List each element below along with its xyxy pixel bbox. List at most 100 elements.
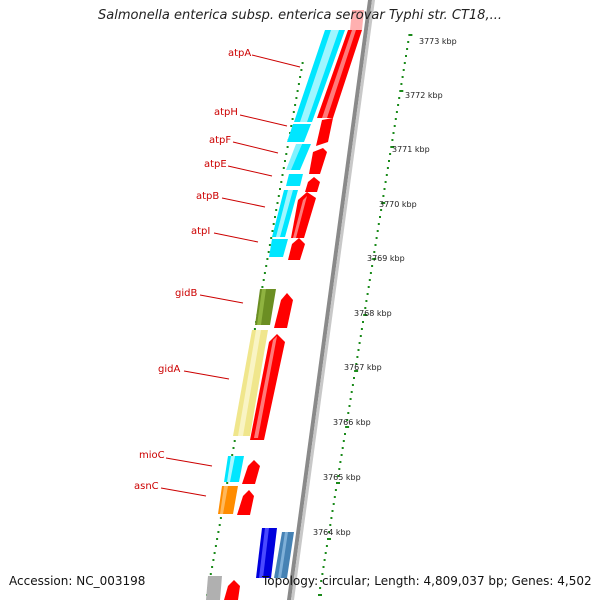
tick-mark <box>376 230 379 232</box>
gene-red-7[interactable] <box>274 293 293 328</box>
kbp-label: 3767 kbp <box>344 363 382 372</box>
tick-mark <box>388 160 390 162</box>
kbp-label: 3769 kbp <box>367 254 405 263</box>
tick-mark <box>354 370 359 372</box>
tick-mark <box>363 314 368 316</box>
tick-mark <box>367 286 370 288</box>
tick-mark <box>360 328 363 330</box>
gene-atpH[interactable] <box>287 124 311 142</box>
tick-mark <box>368 279 371 281</box>
gene-label-atpE: atpE <box>204 159 227 170</box>
tick-ring <box>318 34 413 596</box>
tick-mark <box>366 293 369 295</box>
tick-mark <box>372 258 377 260</box>
tick-mark <box>383 188 386 190</box>
tick-mark <box>374 244 377 246</box>
tick-mark <box>385 174 388 176</box>
tick-mark <box>332 503 335 505</box>
tick-mark <box>373 251 376 253</box>
kbp-label: 3765 kbp <box>323 473 361 482</box>
accession-text: Accession: NC_003198 <box>9 574 146 588</box>
tick-mark <box>327 538 331 540</box>
tick-mark <box>384 181 387 183</box>
tick-mark <box>267 251 270 253</box>
tick-mark <box>275 209 278 211</box>
gene-red-11[interactable] <box>224 580 240 600</box>
kbp-label: 3773 kbp <box>419 37 457 46</box>
tick-mark <box>211 566 214 568</box>
tick-mark <box>402 69 405 71</box>
tick-mark <box>271 230 274 232</box>
gene-atpE[interactable] <box>286 174 303 186</box>
gene-label-atpF: atpF <box>209 135 231 146</box>
tick-mark <box>253 328 256 330</box>
tick-mark <box>331 510 334 512</box>
gene-red-3[interactable] <box>309 148 327 174</box>
gene-red-9[interactable] <box>242 460 260 484</box>
tick-mark <box>272 223 275 225</box>
tick-mark <box>295 97 298 99</box>
kbp-label: 3764 kbp <box>313 528 351 537</box>
tick-mark <box>386 167 389 169</box>
gene-label-atpB: atpB <box>196 191 219 202</box>
tick-mark <box>292 111 295 113</box>
tick-mark <box>342 440 345 442</box>
tick-mark <box>407 41 410 43</box>
tick-mark <box>397 104 400 106</box>
tick-mark <box>296 90 299 92</box>
tick-mark <box>365 300 368 302</box>
tick-mark <box>281 174 284 176</box>
tick-mark <box>226 482 229 484</box>
gene-label-atpH: atpH <box>214 107 238 118</box>
tick-mark <box>391 139 394 141</box>
tick-mark <box>330 517 333 519</box>
tick-mark <box>233 440 236 442</box>
tick-mark <box>340 454 343 456</box>
tick-mark <box>329 524 332 526</box>
tick-mark <box>322 566 325 568</box>
kbp-label: 3771 kbp <box>392 145 430 154</box>
tick-mark <box>364 307 367 309</box>
gene-label-atpA: atpA <box>228 48 251 59</box>
gene-red-10[interactable] <box>237 490 254 515</box>
tick-mark <box>393 125 396 127</box>
tick-mark <box>261 286 264 288</box>
tick-mark <box>395 111 398 113</box>
tick-mark <box>347 412 350 414</box>
tick-mark <box>280 181 283 183</box>
tick-mark <box>398 97 401 99</box>
gene-label-atpI: atpI <box>191 226 210 237</box>
tick-mark <box>392 132 395 134</box>
tick-mark <box>301 62 304 64</box>
gene-label-asnC: asnC <box>134 481 159 492</box>
tick-mark <box>362 321 364 323</box>
tick-mark <box>290 125 293 127</box>
kbp-label: 3772 kbp <box>405 91 443 100</box>
backbone <box>287 0 375 600</box>
gene-atpI[interactable] <box>269 239 288 257</box>
gene-gray-1[interactable] <box>206 576 222 600</box>
gene-red-6[interactable] <box>288 238 305 260</box>
kbp-labels: 3773 kbp 3772 kbp 3771 kbp 3770 kbp 3769… <box>313 37 457 537</box>
tick-mark <box>381 202 386 204</box>
tick-mark <box>214 545 217 547</box>
tick-mark <box>232 447 235 449</box>
tick-mark <box>285 153 288 155</box>
gene-atpF[interactable] <box>290 144 311 170</box>
tick-mark <box>219 517 222 519</box>
tick-mark <box>369 272 372 274</box>
tick-mark <box>390 146 395 148</box>
tick-mark <box>320 580 323 582</box>
gene-labels: atpA atpH atpF atpE atpB atpI gidB gidA … <box>134 48 301 497</box>
gene-red-4[interactable] <box>305 177 320 192</box>
tick-mark <box>348 405 351 407</box>
forward-strand-genes <box>224 10 364 600</box>
tick-mark <box>403 62 406 64</box>
gene-red-2[interactable] <box>316 118 333 146</box>
genome-summary-text: Topology: circular; Length: 4,809,037 bp… <box>262 574 592 588</box>
tick-mark <box>399 90 404 92</box>
tick-mark <box>334 489 337 491</box>
tick-mark <box>345 426 350 428</box>
